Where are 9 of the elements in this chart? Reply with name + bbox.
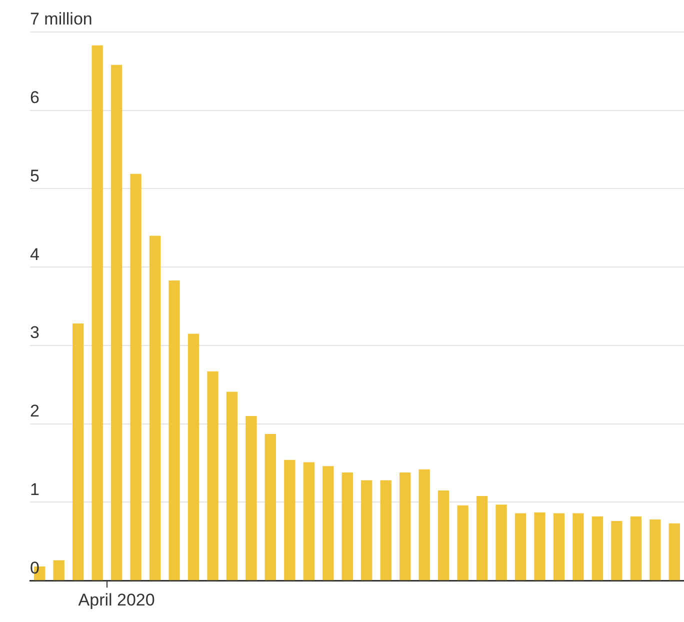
y-tick-label: 3 [30,323,40,342]
y-tick-label: 0 [30,558,40,578]
x-tick-label: April 2020 [78,590,155,610]
y-tick-label: 1 [30,480,40,499]
y-tick-label: 7 million [30,10,92,29]
y-tick-label: 4 [30,244,40,264]
y-tick-label: 6 [30,88,40,108]
y-tick-label: 5 [30,166,40,186]
y-tick-label: 2 [30,402,40,421]
